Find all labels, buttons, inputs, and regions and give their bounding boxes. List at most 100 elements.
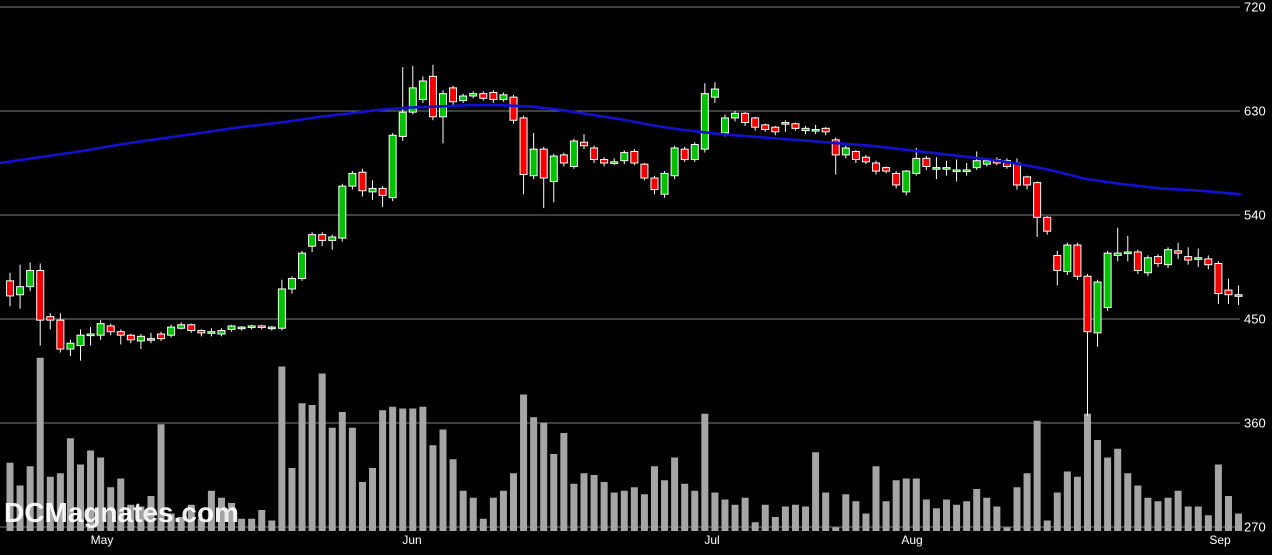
gridlines-group (0, 6, 1240, 528)
volume-bar (741, 497, 749, 531)
volume-bar (802, 506, 810, 531)
candle-body-down (600, 159, 609, 164)
volume-bar (862, 513, 870, 531)
candle-body-down (509, 96, 518, 121)
candle-body-up (16, 286, 25, 296)
candlestick (549, 153, 558, 203)
volume-bar (892, 480, 900, 531)
candlestick (237, 325, 246, 331)
candle-body-up (86, 333, 95, 337)
candlestick (559, 152, 568, 167)
candle-body-down (1214, 263, 1223, 295)
volume-bar (278, 366, 286, 531)
candle-body-up (348, 172, 357, 187)
volume-bar (852, 501, 860, 531)
volume-bar (640, 494, 648, 531)
candlestick (640, 163, 649, 181)
candlestick (479, 91, 488, 101)
volume-bar (751, 522, 759, 531)
candlestick (1224, 278, 1233, 304)
volume-bar (761, 504, 769, 531)
candle-body-up (277, 288, 286, 329)
volume-bar (6, 462, 14, 531)
candlestick (962, 163, 971, 176)
candle-body-down (378, 187, 387, 196)
volume-bar (1094, 440, 1102, 531)
candlestick (942, 160, 951, 176)
candle-body-up (690, 144, 699, 161)
volume-bar (187, 504, 195, 531)
candle-body-up (26, 269, 35, 288)
candle-body-down (56, 319, 65, 350)
candlestick (298, 250, 307, 281)
candlestick (670, 145, 679, 180)
candlestick (872, 160, 881, 175)
volume-bar (1043, 520, 1051, 531)
candlestick (1083, 273, 1092, 417)
y-axis-tick-label: 540 (1244, 208, 1266, 223)
candle-body-up (368, 187, 377, 193)
volume-bar (369, 468, 377, 531)
candle-body-down (872, 162, 881, 172)
candlestick (1204, 255, 1213, 270)
moving-average-path (0, 103, 1242, 196)
candlestick (1063, 242, 1072, 276)
volume-bar (137, 506, 145, 531)
candlestick (489, 90, 498, 103)
candlesticks-group (6, 64, 1243, 417)
candlestick (217, 328, 226, 337)
volume-bar (1053, 492, 1061, 531)
candle-body-down (116, 331, 125, 336)
candlestick (116, 329, 125, 345)
candlestick (247, 324, 256, 330)
candlestick (1053, 250, 1062, 286)
candle-body-down (680, 148, 689, 161)
candle-body-down (791, 123, 800, 129)
candlestick (378, 186, 387, 207)
volume-bar (97, 457, 105, 531)
candlestick (630, 149, 639, 166)
candle-body-up (781, 122, 790, 125)
candle-body-up (841, 147, 850, 156)
candle-body-down (922, 157, 931, 167)
candle-body-down (1023, 176, 1032, 186)
candlestick (227, 324, 236, 332)
candlestick (318, 232, 327, 247)
volume-bar (87, 450, 95, 531)
candlestick (1093, 279, 1102, 347)
volume-bar (882, 501, 890, 531)
x-axis-month-label: May (91, 533, 114, 547)
volume-bar (983, 497, 991, 531)
candle-body-down (861, 156, 870, 163)
candlestick (1103, 250, 1112, 311)
x-axis-month-label: Jul (704, 533, 719, 547)
candlestick (16, 264, 25, 309)
candle-body-up (670, 147, 679, 177)
candle-body-up (398, 111, 407, 137)
volume-bar (439, 429, 447, 531)
candlestick (851, 150, 860, 163)
candlestick (861, 154, 870, 165)
candlestick (720, 114, 729, 137)
candlestick (177, 322, 186, 330)
candlestick (1153, 254, 1162, 267)
volume-bar (409, 408, 417, 531)
volume-bar (963, 501, 971, 531)
y-axis-tick-label: 720 (1244, 0, 1266, 15)
candlestick (1073, 242, 1082, 280)
candle-body-down (590, 147, 599, 161)
candlestick (650, 175, 659, 195)
volume-bar (781, 506, 789, 531)
candle-body-down (1043, 216, 1052, 232)
volume-bar (217, 497, 225, 531)
candlestick (1043, 216, 1052, 235)
candle-body-down (318, 234, 327, 241)
candlestick (459, 93, 468, 103)
volume-bar (1194, 506, 1202, 531)
volume-bar (691, 490, 699, 531)
volume-bar (197, 518, 205, 531)
y-axis-tick-label: 630 (1244, 104, 1266, 119)
candle-body-down (771, 126, 780, 133)
candlestick (449, 85, 458, 106)
candlestick (922, 156, 931, 170)
